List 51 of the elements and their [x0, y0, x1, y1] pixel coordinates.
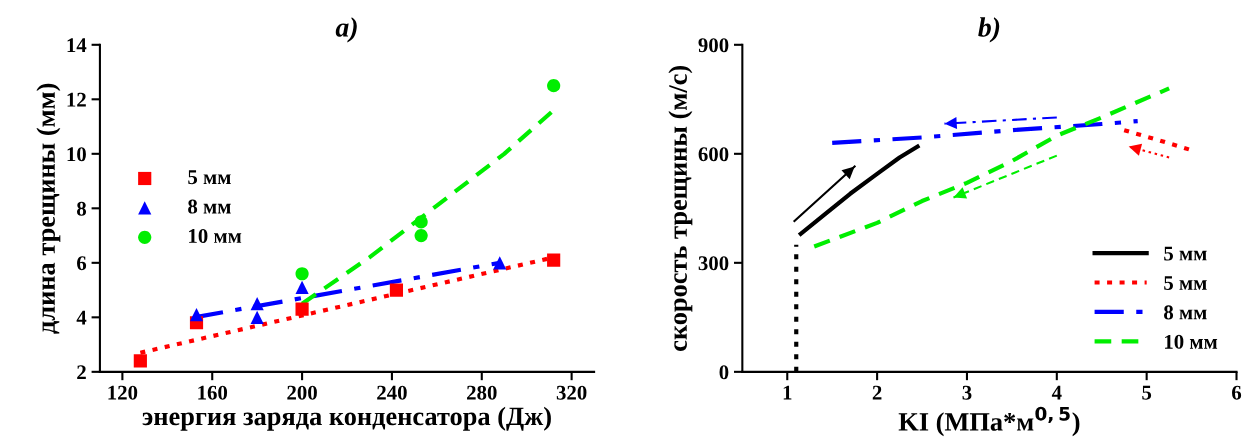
y-axis-title: длина трещины (мм) [36, 83, 61, 334]
x-tick-label: 160 [198, 385, 228, 400]
point [189, 308, 204, 322]
point [250, 297, 264, 311]
point [547, 79, 561, 93]
point [414, 215, 428, 229]
y-tick-label: 12 [67, 92, 86, 107]
x-tick-label: 120 [108, 385, 138, 400]
y-tick-label: 0 [719, 365, 729, 380]
x-tick-label: 3 [962, 385, 972, 400]
x-tick-label: 240 [377, 385, 407, 400]
y-tick-label: 8 [77, 201, 87, 216]
legend-label: 5 мм [1164, 246, 1207, 261]
y-tick-label: 900 [698, 38, 729, 53]
legend-label: 5 мм [1164, 276, 1207, 290]
y-tick-label: 6 [77, 256, 87, 271]
y-tick-label: 600 [698, 147, 729, 162]
line-series [830, 119, 1140, 145]
point [493, 256, 507, 270]
chart-title: a) [335, 17, 357, 43]
point [389, 283, 404, 297]
x-tick-label: 2 [872, 385, 882, 400]
point [547, 253, 561, 267]
x-tick-label: 200 [287, 385, 317, 400]
legend-label: 10 мм [1165, 334, 1218, 349]
point [295, 280, 309, 294]
point [295, 267, 309, 281]
legend-label: 8 мм [1164, 305, 1207, 320]
x-tick-label: 280 [467, 385, 497, 400]
y-axis-title: скорость трещины (м/с) [668, 65, 693, 351]
x-axis-title: KI (МПа*м$^{0,5}$) [898, 406, 1080, 437]
legend-label: 10 мм [189, 228, 242, 244]
point [295, 302, 309, 316]
x-tick-label: 1 [783, 385, 792, 400]
x-tick-label: 6 [1232, 385, 1242, 400]
y-tick-label: 10 [67, 147, 86, 162]
x-tick-label: 5 [1142, 385, 1152, 400]
legend-label: 8 мм [188, 199, 231, 214]
x-axis-title: энергия заряда конденсатора (Дж) [142, 406, 551, 431]
y-tick-label: 2 [77, 365, 86, 380]
point [133, 354, 147, 368]
chart-title: b) [978, 17, 1000, 43]
x-tick-label: 4 [1051, 385, 1062, 400]
legend-label: 5 мм [188, 170, 231, 185]
y-tick-label: 4 [76, 310, 87, 325]
point [250, 310, 264, 324]
y-tick-label: 300 [698, 256, 729, 271]
line-series [798, 144, 920, 236]
point [414, 228, 428, 243]
y-tick-label: 14 [67, 38, 87, 53]
x-tick-label: 320 [556, 385, 587, 400]
